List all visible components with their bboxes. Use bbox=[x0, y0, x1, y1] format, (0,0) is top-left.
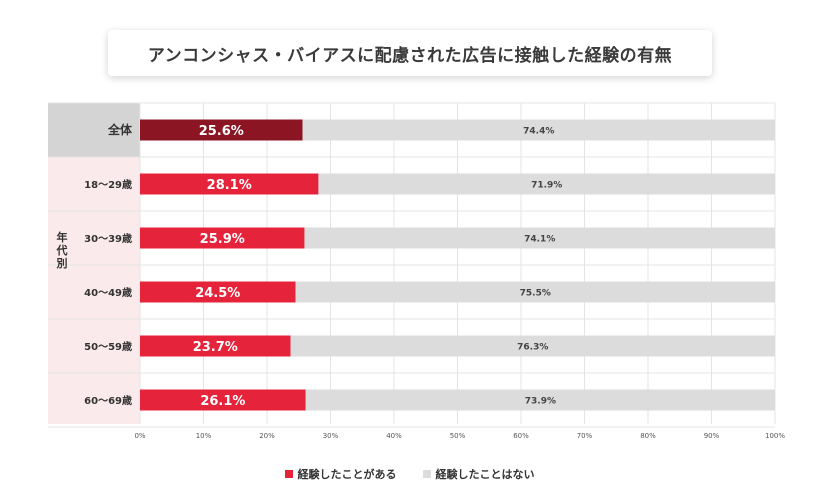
data-label-experienced: 26.1% bbox=[200, 394, 245, 409]
bar-not-experienced bbox=[290, 335, 775, 357]
x-tick-label: 90% bbox=[704, 432, 720, 440]
legend-label-experienced: 経験したことがある bbox=[297, 468, 397, 481]
data-label-experienced: 25.6% bbox=[199, 124, 244, 139]
category-label: 50～59歳 bbox=[84, 340, 132, 353]
group-label-char: 年 bbox=[57, 230, 68, 244]
legend-swatch-experienced bbox=[284, 470, 293, 478]
category-label: 40～49歳 bbox=[84, 286, 132, 299]
x-tick-label: 20% bbox=[259, 432, 275, 440]
x-tick-label: 70% bbox=[577, 432, 593, 440]
data-label-experienced: 28.1% bbox=[207, 178, 252, 193]
bar-experienced bbox=[140, 335, 291, 357]
x-tick-label: 0% bbox=[134, 432, 145, 440]
category-label: 30～39歳 bbox=[84, 232, 132, 245]
category-label: 18～29歳 bbox=[84, 178, 132, 191]
x-tick-label: 30% bbox=[323, 432, 339, 440]
legend-item-experienced: 経験したことがある bbox=[284, 466, 397, 482]
x-tick-label: 40% bbox=[386, 432, 402, 440]
data-label-not-experienced: 76.3% bbox=[517, 343, 548, 353]
data-label-experienced: 24.5% bbox=[195, 286, 240, 301]
x-tick-label: 100% bbox=[765, 432, 785, 440]
data-label-experienced: 23.7% bbox=[193, 340, 238, 355]
chart-title: アンコンシャス・バイアスに配慮された広告に接触した経験の有無 bbox=[108, 30, 712, 76]
total-band bbox=[48, 103, 140, 157]
data-label-not-experienced: 74.4% bbox=[523, 127, 554, 137]
bar-not-experienced bbox=[305, 389, 775, 411]
legend-swatch-not-experienced bbox=[422, 470, 431, 478]
x-tick-label: 50% bbox=[450, 432, 466, 440]
bar-experienced bbox=[140, 389, 306, 411]
data-label-not-experienced: 75.5% bbox=[520, 289, 551, 299]
bar-experienced bbox=[140, 119, 303, 141]
age-group-band bbox=[48, 157, 140, 424]
group-label-char: 代 bbox=[56, 243, 68, 257]
bar-not-experienced bbox=[304, 227, 775, 249]
bar-experienced bbox=[140, 173, 319, 195]
bar-not-experienced bbox=[302, 119, 775, 141]
data-label-not-experienced: 73.9% bbox=[525, 397, 556, 407]
bar-not-experienced bbox=[318, 173, 775, 195]
data-label-not-experienced: 74.1% bbox=[524, 235, 555, 245]
legend-item-not-experienced: 経験したことはない bbox=[422, 466, 535, 482]
bar-experienced bbox=[140, 227, 305, 249]
legend-label-not-experienced: 経験したことはない bbox=[435, 468, 535, 481]
category-label: 全体 bbox=[107, 122, 133, 137]
x-tick-label: 80% bbox=[640, 432, 656, 440]
data-label-experienced: 25.9% bbox=[200, 232, 245, 247]
bar-experienced bbox=[140, 281, 296, 303]
x-tick-label: 10% bbox=[196, 432, 212, 440]
x-tick-label: 60% bbox=[513, 432, 529, 440]
legend: 経験したことがある 経験したことはない bbox=[0, 466, 819, 482]
group-label-char: 別 bbox=[56, 256, 68, 270]
data-label-not-experienced: 71.9% bbox=[531, 181, 562, 191]
bar-not-experienced bbox=[295, 281, 775, 303]
category-label: 60～69歳 bbox=[84, 394, 132, 407]
